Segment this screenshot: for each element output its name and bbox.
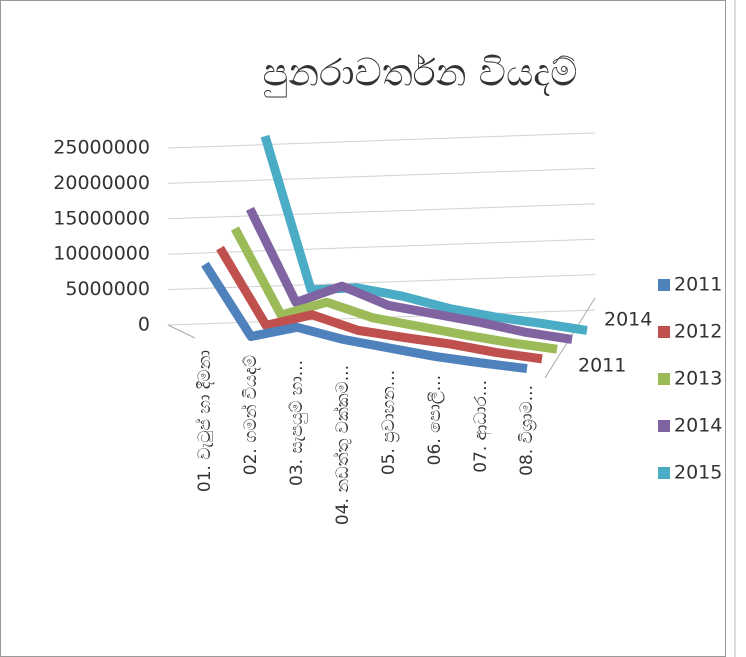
x-tick-label: 02. ගමන් වියදම්: [241, 355, 261, 475]
depth-label: 2011: [578, 355, 626, 377]
x-tick-label: 08. විශ්‍රාම...: [517, 385, 537, 476]
legend-swatch: [658, 467, 670, 479]
legend-swatch: [658, 420, 670, 432]
legend-label: 2014: [674, 415, 722, 437]
legend-swatch: [658, 373, 670, 385]
grid-line: [167, 238, 596, 255]
x-tick-label: 05. ප්‍රවාහන...: [379, 370, 399, 475]
legend-label: 2012: [674, 321, 722, 343]
series-line: [231, 226, 558, 354]
x-tick-label: 06. පොලී...: [425, 375, 445, 465]
y-tick-label: 20000000: [53, 172, 150, 194]
grid-line: [167, 167, 596, 184]
y-tick-label: 15000000: [53, 207, 150, 229]
x-tick-label: 07. ආධාර...: [471, 380, 492, 473]
floor-edge: [167, 324, 196, 339]
legend-label: 2011: [674, 274, 722, 296]
y-tick-label: 0: [138, 314, 150, 336]
legend-swatch: [658, 279, 670, 291]
series-line: [245, 206, 573, 344]
depth-label: 2014: [604, 309, 652, 331]
legend-swatch: [658, 326, 670, 338]
grid-line: [167, 203, 596, 220]
legend-label: 2013: [674, 368, 722, 390]
x-tick-label: 01. වැටුප් හා දීමනා: [195, 350, 215, 492]
y-tick-label: 25000000: [53, 137, 150, 159]
grid-line: [167, 132, 596, 149]
legend-label: 2015: [674, 462, 722, 484]
x-tick-label: 03. සැපයුම් හා...: [287, 360, 307, 486]
x-tick-label: 04. නඩත්තු වක්කම...: [333, 365, 353, 525]
y-tick-label: 5000000: [65, 278, 150, 300]
y-tick-label: 10000000: [53, 243, 150, 265]
series-line: [260, 134, 588, 335]
chart-title: පුනරාවර්තන වියදම්: [263, 51, 578, 98]
series-line: [201, 261, 528, 374]
series-line: [216, 245, 543, 364]
